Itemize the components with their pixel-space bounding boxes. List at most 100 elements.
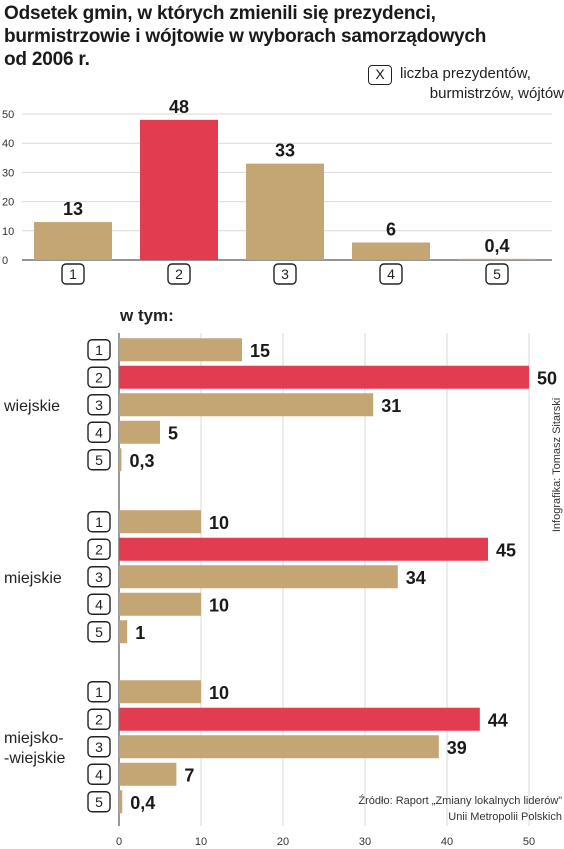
bar [119,592,201,616]
title-line: burmistrzowie i wójtowie w wyborach samo… [4,26,487,47]
category-marker: 2 [87,538,111,560]
bar-value-label: 10 [209,683,229,703]
title-line: od 2006 r. [4,49,90,70]
credit-text: Infografika: Tomasz Sitarski [551,398,563,532]
category-box [87,763,111,785]
category-label: 4 [95,424,103,440]
category-box [485,263,509,285]
bar [34,222,112,260]
group-label: wiejskie [3,398,60,415]
category-label: 4 [95,766,103,782]
category-box [87,339,111,361]
category-label: 3 [95,739,103,755]
category-box [87,566,111,588]
bar [119,338,242,362]
bar [119,735,439,759]
category-box [87,708,111,730]
category-label: 3 [95,397,103,413]
x-tick-label: 40 [441,836,453,848]
bar [140,119,218,260]
bar [119,762,177,786]
category-label: 4 [387,266,395,282]
category-label: 5 [493,266,501,282]
title-line: Odsetek gmin, w których zmienili się pre… [4,3,436,24]
bar [119,420,160,444]
category-label: 1 [95,342,103,358]
legend-label: liczba prezydentów, burmistrzów, wójtów [400,64,564,104]
category-box [87,394,111,416]
category-label: 5 [95,794,103,810]
bar-value-label: 39 [447,738,467,758]
bar-value-label: 13 [63,199,83,219]
category-box [87,593,111,615]
category-label: 2 [95,711,103,727]
category-marker: 4 [87,763,111,785]
bar [119,365,529,389]
category-marker: 3 [273,263,297,285]
category-marker: 1 [87,339,111,361]
bar-value-label: 6 [386,219,396,239]
bar [458,258,536,260]
source-line: Źródło: Raport „Zmiany lokalnych liderów… [358,794,562,807]
category-box [167,263,191,285]
breakdown-bar-chart: 0 10 20 30 40 50151502313540,35wiejskie101452… [3,333,557,848]
category-label: 3 [281,266,289,282]
bar-value-label: 5 [168,423,178,443]
category-box [87,538,111,560]
category-label: 2 [175,266,183,282]
category-box [61,263,85,285]
category-box [87,736,111,758]
group-label: -wiejskie [4,750,65,767]
x-tick-label: 10 [195,836,207,848]
x-tick-label: 20 [277,836,289,848]
bar [119,790,123,814]
category-box [87,421,111,443]
category-marker: 2 [167,263,191,285]
category-box [87,621,111,643]
category-label: 4 [95,596,103,612]
category-box [379,263,403,285]
category-marker: 1 [61,263,85,285]
bar-value-label: 0,3 [129,451,154,471]
category-label: 3 [95,569,103,585]
y-tick-label: 50 [2,109,14,121]
category-marker: 4 [379,263,403,285]
y-tick-label: 0 [2,255,8,267]
category-marker: 5 [87,791,111,813]
category-marker: 3 [87,394,111,416]
category-label: 2 [95,541,103,557]
category-label: 5 [95,624,103,640]
bar [119,537,488,561]
bar-value-label: 15 [250,341,270,361]
x-tick-label: 50 [523,836,535,848]
legend-key-box: X [368,65,392,85]
breakdown-heading: w tym: [119,306,174,325]
category-box [87,366,111,388]
chart-title: Odsetek gmin, w których zmienili się pre… [4,2,544,71]
bar [119,510,201,534]
category-label: 1 [95,684,103,700]
bar [246,163,324,260]
bar-value-label: 10 [209,513,229,533]
group-label: miejskie [4,570,62,587]
category-box [87,791,111,813]
bar [119,393,374,417]
bar-value-label: 0,4 [130,793,155,813]
category-marker: 2 [87,708,111,730]
category-box [87,511,111,533]
category-label: 2 [95,369,103,385]
bar-value-label: 48 [169,97,189,117]
category-marker: 1 [87,681,111,703]
category-marker: 5 [485,263,509,285]
category-label: 1 [95,514,103,530]
bar-group: 15 1 50 2 31 3 5 4 0,3 5 wiejskie [3,338,557,472]
category-marker: 2 [87,366,111,388]
bar-value-label: 7 [184,765,194,785]
category-box [273,263,297,285]
bar-value-label: 31 [381,396,401,416]
bar [119,620,128,644]
x-tick-label: 0 [116,836,122,848]
bar-value-label: 34 [406,568,426,588]
category-box [87,449,111,471]
bar-value-label: 44 [488,710,508,730]
